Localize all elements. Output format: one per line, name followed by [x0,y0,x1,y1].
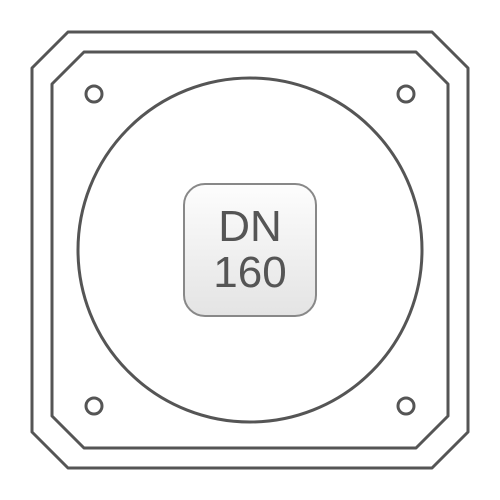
dn-label-line1: DN [218,204,282,250]
dn-label-line2: 160 [213,250,286,296]
dn-label: DN 160 [183,183,317,317]
